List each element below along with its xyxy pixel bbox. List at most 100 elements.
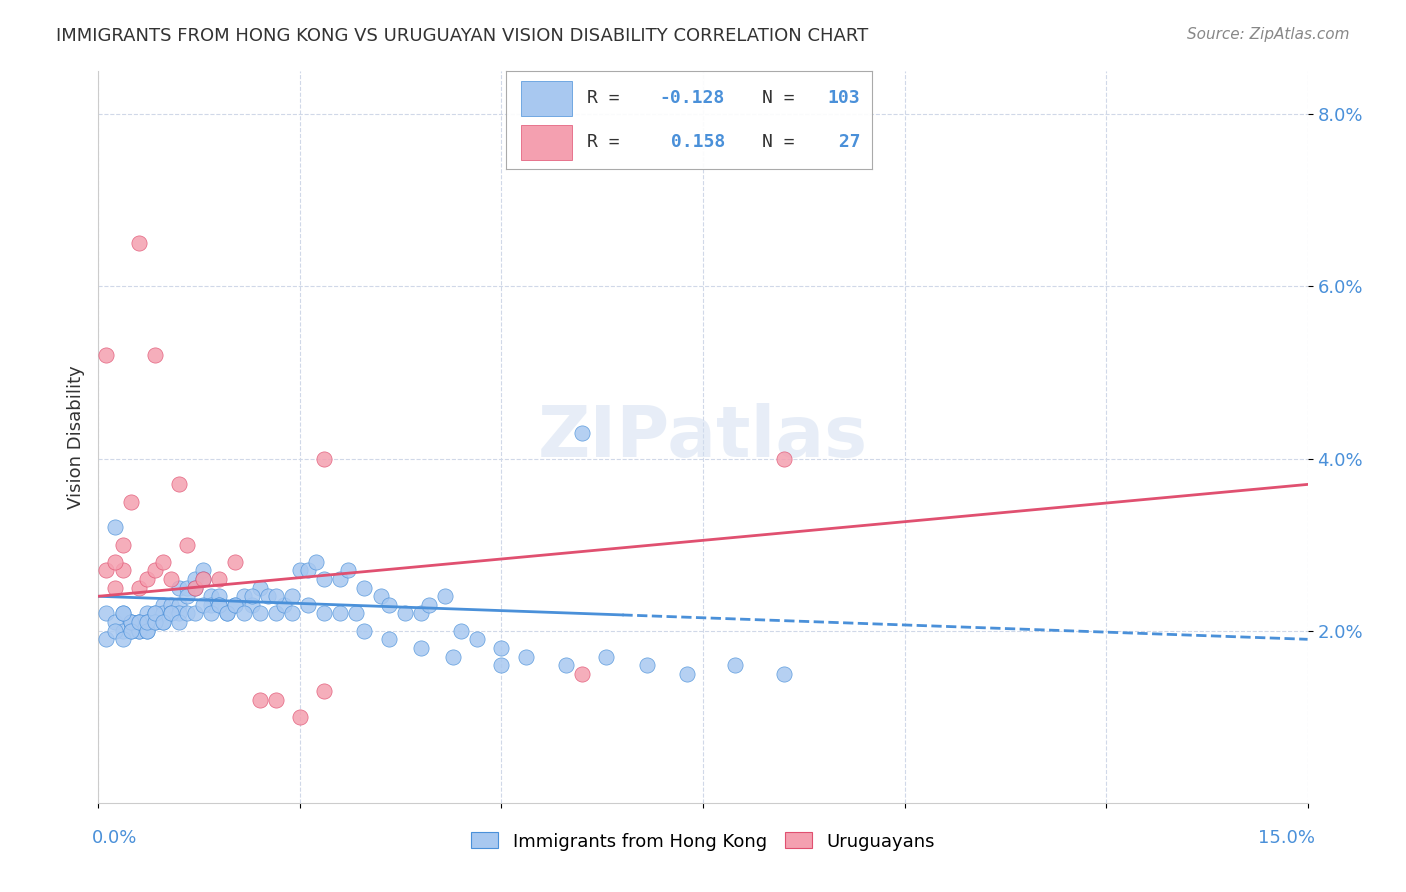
Point xyxy=(208,589,231,603)
Point xyxy=(636,658,658,673)
Point xyxy=(135,572,157,586)
Point xyxy=(103,615,125,629)
Point xyxy=(208,598,231,612)
Point xyxy=(128,615,150,629)
Point xyxy=(111,607,134,621)
Point xyxy=(96,348,118,362)
Bar xyxy=(520,81,572,116)
Point xyxy=(176,581,198,595)
Point xyxy=(96,564,118,578)
Point xyxy=(595,649,617,664)
Point xyxy=(193,564,215,578)
Point xyxy=(305,555,328,569)
Text: 15.0%: 15.0% xyxy=(1257,830,1315,847)
Point xyxy=(111,632,134,647)
Point xyxy=(240,598,263,612)
Point xyxy=(135,624,157,638)
Point xyxy=(103,581,125,595)
Point xyxy=(409,607,432,621)
Point xyxy=(160,607,183,621)
Point xyxy=(193,598,215,612)
Point xyxy=(217,607,239,621)
Point xyxy=(135,615,157,629)
Point xyxy=(200,607,222,621)
Point xyxy=(152,598,174,612)
Point xyxy=(120,615,142,629)
Point xyxy=(176,589,198,603)
Point xyxy=(515,649,537,664)
Point xyxy=(491,658,513,673)
Point xyxy=(772,451,794,466)
Point xyxy=(217,607,239,621)
Point xyxy=(200,598,222,612)
Point xyxy=(264,692,287,706)
Point xyxy=(184,581,207,595)
Point xyxy=(111,538,134,552)
Text: IMMIGRANTS FROM HONG KONG VS URUGUAYAN VISION DISABILITY CORRELATION CHART: IMMIGRANTS FROM HONG KONG VS URUGUAYAN V… xyxy=(56,27,869,45)
Point xyxy=(329,572,352,586)
Point xyxy=(314,572,336,586)
Point xyxy=(434,589,457,603)
Point xyxy=(281,589,304,603)
Point xyxy=(128,615,150,629)
Point xyxy=(120,494,142,508)
Legend: Immigrants from Hong Kong, Uruguayans: Immigrants from Hong Kong, Uruguayans xyxy=(463,823,943,860)
Point xyxy=(264,589,287,603)
Point xyxy=(256,589,278,603)
Text: -0.128: -0.128 xyxy=(659,89,725,107)
Point xyxy=(167,607,190,621)
Point xyxy=(224,598,246,612)
Point xyxy=(394,607,416,621)
Point xyxy=(264,607,287,621)
Point xyxy=(314,684,336,698)
Text: N =: N = xyxy=(762,89,806,107)
Point xyxy=(288,710,311,724)
Point xyxy=(224,555,246,569)
Point xyxy=(152,607,174,621)
Point xyxy=(193,572,215,586)
Point xyxy=(297,598,319,612)
Point xyxy=(167,615,190,629)
Text: 0.158: 0.158 xyxy=(659,134,725,152)
Point xyxy=(184,572,207,586)
Point xyxy=(724,658,747,673)
Point xyxy=(128,624,150,638)
Text: Source: ZipAtlas.com: Source: ZipAtlas.com xyxy=(1187,27,1350,42)
Point xyxy=(288,564,311,578)
Point xyxy=(103,555,125,569)
Point xyxy=(370,589,392,603)
Point xyxy=(232,607,254,621)
Point xyxy=(200,589,222,603)
Text: R =: R = xyxy=(586,89,630,107)
Text: 0.0%: 0.0% xyxy=(91,830,136,847)
Point xyxy=(167,477,190,491)
Point xyxy=(143,615,166,629)
Point xyxy=(571,666,593,681)
Point xyxy=(571,425,593,440)
Point xyxy=(143,607,166,621)
Point xyxy=(418,598,440,612)
Point xyxy=(152,615,174,629)
Point xyxy=(329,607,352,621)
Point xyxy=(143,615,166,629)
Point xyxy=(273,598,295,612)
Point xyxy=(314,451,336,466)
Point xyxy=(128,615,150,629)
Point xyxy=(152,555,174,569)
Point xyxy=(450,624,472,638)
Point xyxy=(176,607,198,621)
Point xyxy=(111,624,134,638)
Point xyxy=(103,624,125,638)
Point xyxy=(160,598,183,612)
Point xyxy=(135,615,157,629)
Y-axis label: Vision Disability: Vision Disability xyxy=(66,365,84,509)
Point xyxy=(377,598,399,612)
Point xyxy=(120,615,142,629)
Point xyxy=(128,581,150,595)
Point xyxy=(676,666,699,681)
Point xyxy=(208,598,231,612)
Point xyxy=(160,572,183,586)
Point xyxy=(143,564,166,578)
Point xyxy=(224,598,246,612)
Point xyxy=(772,666,794,681)
